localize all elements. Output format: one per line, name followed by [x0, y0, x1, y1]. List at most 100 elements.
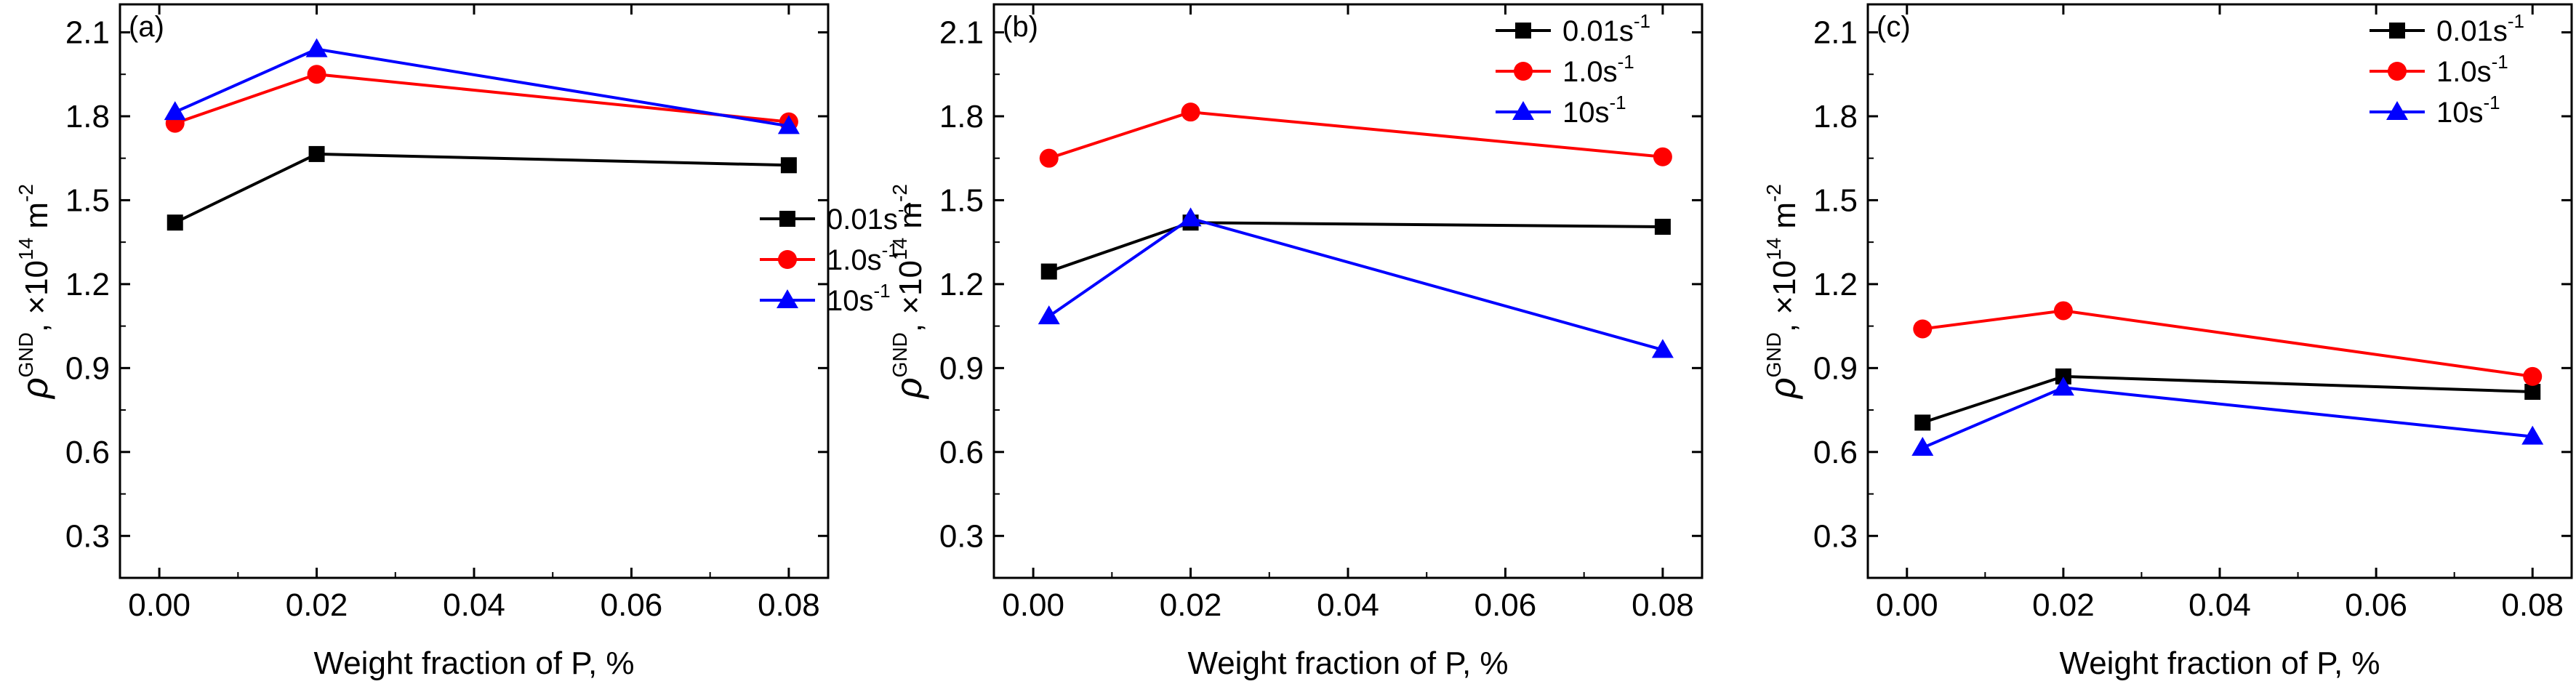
y-tick-label: 0.6: [939, 435, 984, 470]
x-tick-label: 0.06: [1474, 587, 1537, 623]
legend-label-sup: -1: [1634, 10, 1650, 32]
data-point: [1653, 147, 1672, 166]
y-axis-title-unit-exp: -2: [888, 184, 911, 202]
legend-label-base: 0.01s: [1562, 15, 1634, 47]
legend-label-sup: -1: [1618, 51, 1634, 73]
legend-label: 1.0s-1: [2436, 51, 2508, 88]
x-tick-label: 0.00: [1876, 587, 1938, 623]
legend-label-base: 10s: [1562, 97, 1610, 129]
y-tick-label: 2.1: [65, 15, 110, 50]
legend-label-base: 1.0s: [1562, 56, 1618, 88]
y-tick-label: 2.1: [939, 15, 984, 50]
series-line: [174, 47, 790, 128]
y-tick-label: 1.5: [939, 182, 984, 218]
series-line: [174, 152, 789, 225]
x-tick-label: 0.08: [758, 587, 820, 623]
legend-label-sup: -1: [1610, 92, 1626, 113]
data-point: [166, 214, 183, 231]
data-point: [1913, 319, 1933, 339]
y-tick-label: 0.9: [939, 350, 984, 386]
y-tick-label: 1.2: [65, 267, 110, 302]
data-point: [2523, 366, 2543, 386]
legend-marker: [2389, 23, 2405, 39]
legend-marker: [1512, 101, 1534, 120]
legend-label-sup: -1: [2484, 92, 2500, 113]
chart-panel-1: 0.3 0.6 0.9 1.2 1.5 1.8 2.1 0.00 0.02 0.04 0.06 0.0…: [15, 3, 915, 681]
y-axis-title-sup: GND: [888, 332, 911, 377]
legend-label-base: 10s: [827, 285, 874, 317]
data-point: [2053, 301, 2073, 321]
legend-label: 1.0s-1: [827, 239, 899, 276]
data-point: [1181, 102, 1200, 122]
data-point: [777, 115, 800, 134]
panel-label: (a): [129, 11, 164, 43]
y-axis-title-unit: m: [19, 202, 55, 238]
legend-label-sup: -1: [2492, 51, 2508, 73]
x-tick-label: 0.02: [2032, 587, 2095, 623]
legend-marker: [2386, 101, 2408, 120]
y-axis-title-symbol: ρ: [1762, 377, 1803, 400]
data-point: [1040, 263, 1057, 280]
x-tick-label: 0.06: [601, 587, 663, 623]
x-tick-label: 0.04: [2188, 587, 2251, 623]
y-tick-label: 0.3: [1813, 518, 1858, 554]
x-tick-label: 0.00: [1002, 587, 1064, 623]
y-tick-label: 0.3: [65, 518, 110, 554]
legend-marker: [2388, 62, 2407, 81]
legend-label: 1.0s-1: [1562, 51, 1634, 88]
legend-label-base: 1.0s: [827, 244, 882, 276]
x-tick-label: 0.02: [286, 587, 348, 623]
x-axis-title: Weight fraction of P, %: [2059, 645, 2380, 681]
y-tick-label: 1.5: [1813, 182, 1858, 218]
y-tick-label: 0.3: [939, 518, 984, 554]
series-line: [1048, 217, 1664, 352]
legend-label-base: 10s: [2436, 97, 2484, 129]
data-point: [307, 65, 326, 84]
legend-label: 10s-1: [827, 280, 891, 317]
chart-panel-3: 0.3 0.6 0.9 1.2 1.5 1.8 2.1 0.00 0.02 0.04 0.06 0.0…: [1762, 3, 2573, 681]
y-axis-title-mid: , ×10: [1767, 260, 1802, 332]
y-axis-title-unit: m: [1767, 202, 1802, 238]
legend-label: 10s-1: [2436, 92, 2500, 129]
x-tick-label: 0.08: [2501, 587, 2564, 623]
plot-frame: [1866, 3, 2573, 579]
y-tick-label: 2.1: [1813, 15, 1858, 50]
legend-label-base: 0.01s: [827, 204, 898, 236]
y-axis-title-sup: GND: [15, 332, 37, 377]
series-square: [166, 145, 797, 231]
data-point: [780, 157, 797, 174]
y-axis-title-mid: , ×10: [893, 260, 928, 332]
series-square: [1040, 214, 1671, 280]
y-axis-title-exp: 14: [15, 238, 37, 260]
legend-label: 0.01s-1: [827, 198, 915, 236]
legend-label-sup: -1: [898, 198, 915, 220]
legend-label-sup: -1: [874, 280, 891, 302]
data-point: [1651, 339, 1674, 358]
legend-marker: [779, 211, 795, 227]
data-point: [164, 101, 186, 121]
y-axis-title-unit-exp: -2: [1762, 184, 1785, 202]
y-tick-label: 1.8: [939, 99, 984, 134]
y-axis-title-unit-exp: -2: [15, 184, 37, 202]
y-axis-title-symbol: ρ: [15, 377, 55, 400]
y-axis-title: ρGND, ×1014 m-2: [15, 184, 55, 400]
x-axis-title: Weight fraction of P, %: [1187, 645, 1508, 681]
series-triangle: [1911, 377, 2544, 456]
legend-label-sup: -1: [882, 239, 899, 261]
data-point: [308, 145, 325, 162]
data-point: [1039, 148, 1059, 168]
y-tick-label: 1.8: [65, 99, 110, 134]
x-tick-label: 0.04: [1317, 587, 1379, 623]
legend-label-base: 1.0s: [2436, 56, 2492, 88]
y-axis-title-mid: , ×10: [19, 260, 55, 332]
y-axis-title-sup: GND: [1762, 332, 1785, 377]
y-axis-title-unit: m: [893, 202, 928, 238]
y-tick-label: 1.2: [1813, 267, 1858, 302]
x-tick-label: 0.08: [1632, 587, 1694, 623]
data-point: [2055, 368, 2071, 385]
data-point: [1911, 437, 1934, 456]
data-point: [1038, 305, 1060, 325]
y-axis-title: ρGND, ×1014 m-2: [1762, 184, 1803, 400]
y-tick-label: 0.9: [1813, 350, 1858, 386]
